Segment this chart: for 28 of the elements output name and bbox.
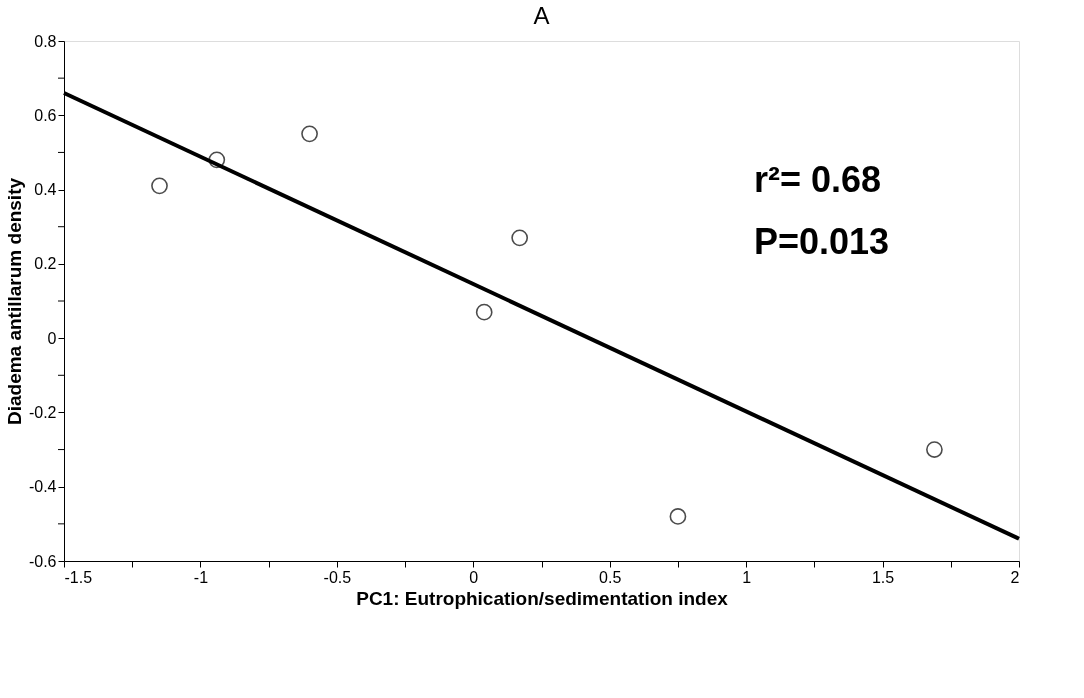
annotation: r²= 0.68 (754, 159, 882, 200)
x-tick-label: -1 (193, 568, 209, 586)
x-tick-label: -0.5 (323, 568, 352, 586)
y-tick-label: 0.2 (34, 255, 57, 273)
x-axis-title: PC1: Eutrophication/sedimentation index (356, 587, 729, 609)
y-tick-label: -0.4 (28, 478, 57, 496)
point (208, 151, 226, 169)
y-tick-label: 0.4 (34, 181, 57, 199)
x-tick-label: 0 (469, 568, 479, 586)
chart-title: A (533, 2, 550, 29)
x-tick-label: 1.5 (871, 568, 895, 586)
y-tick-label: -0.6 (28, 552, 57, 570)
point (151, 177, 168, 195)
point (301, 125, 318, 143)
point (669, 508, 687, 525)
point (926, 441, 943, 458)
y-tick-label: -0.2 (28, 403, 57, 421)
annotation: P=0.013 (754, 221, 890, 262)
point (511, 229, 529, 247)
y-tick-label: 0 (47, 329, 57, 347)
x-tick-label: -1.5 (64, 568, 93, 586)
y-tick-label: 0.6 (34, 106, 57, 124)
point (475, 303, 493, 321)
x-tick-label: 2 (1010, 568, 1020, 586)
y-tick-label: 0.8 (34, 32, 57, 50)
x-tick-label: 1 (742, 568, 752, 586)
x-tick-label: 0.5 (599, 568, 622, 586)
y-axis-title: Diadema antillarum density (3, 177, 25, 426)
